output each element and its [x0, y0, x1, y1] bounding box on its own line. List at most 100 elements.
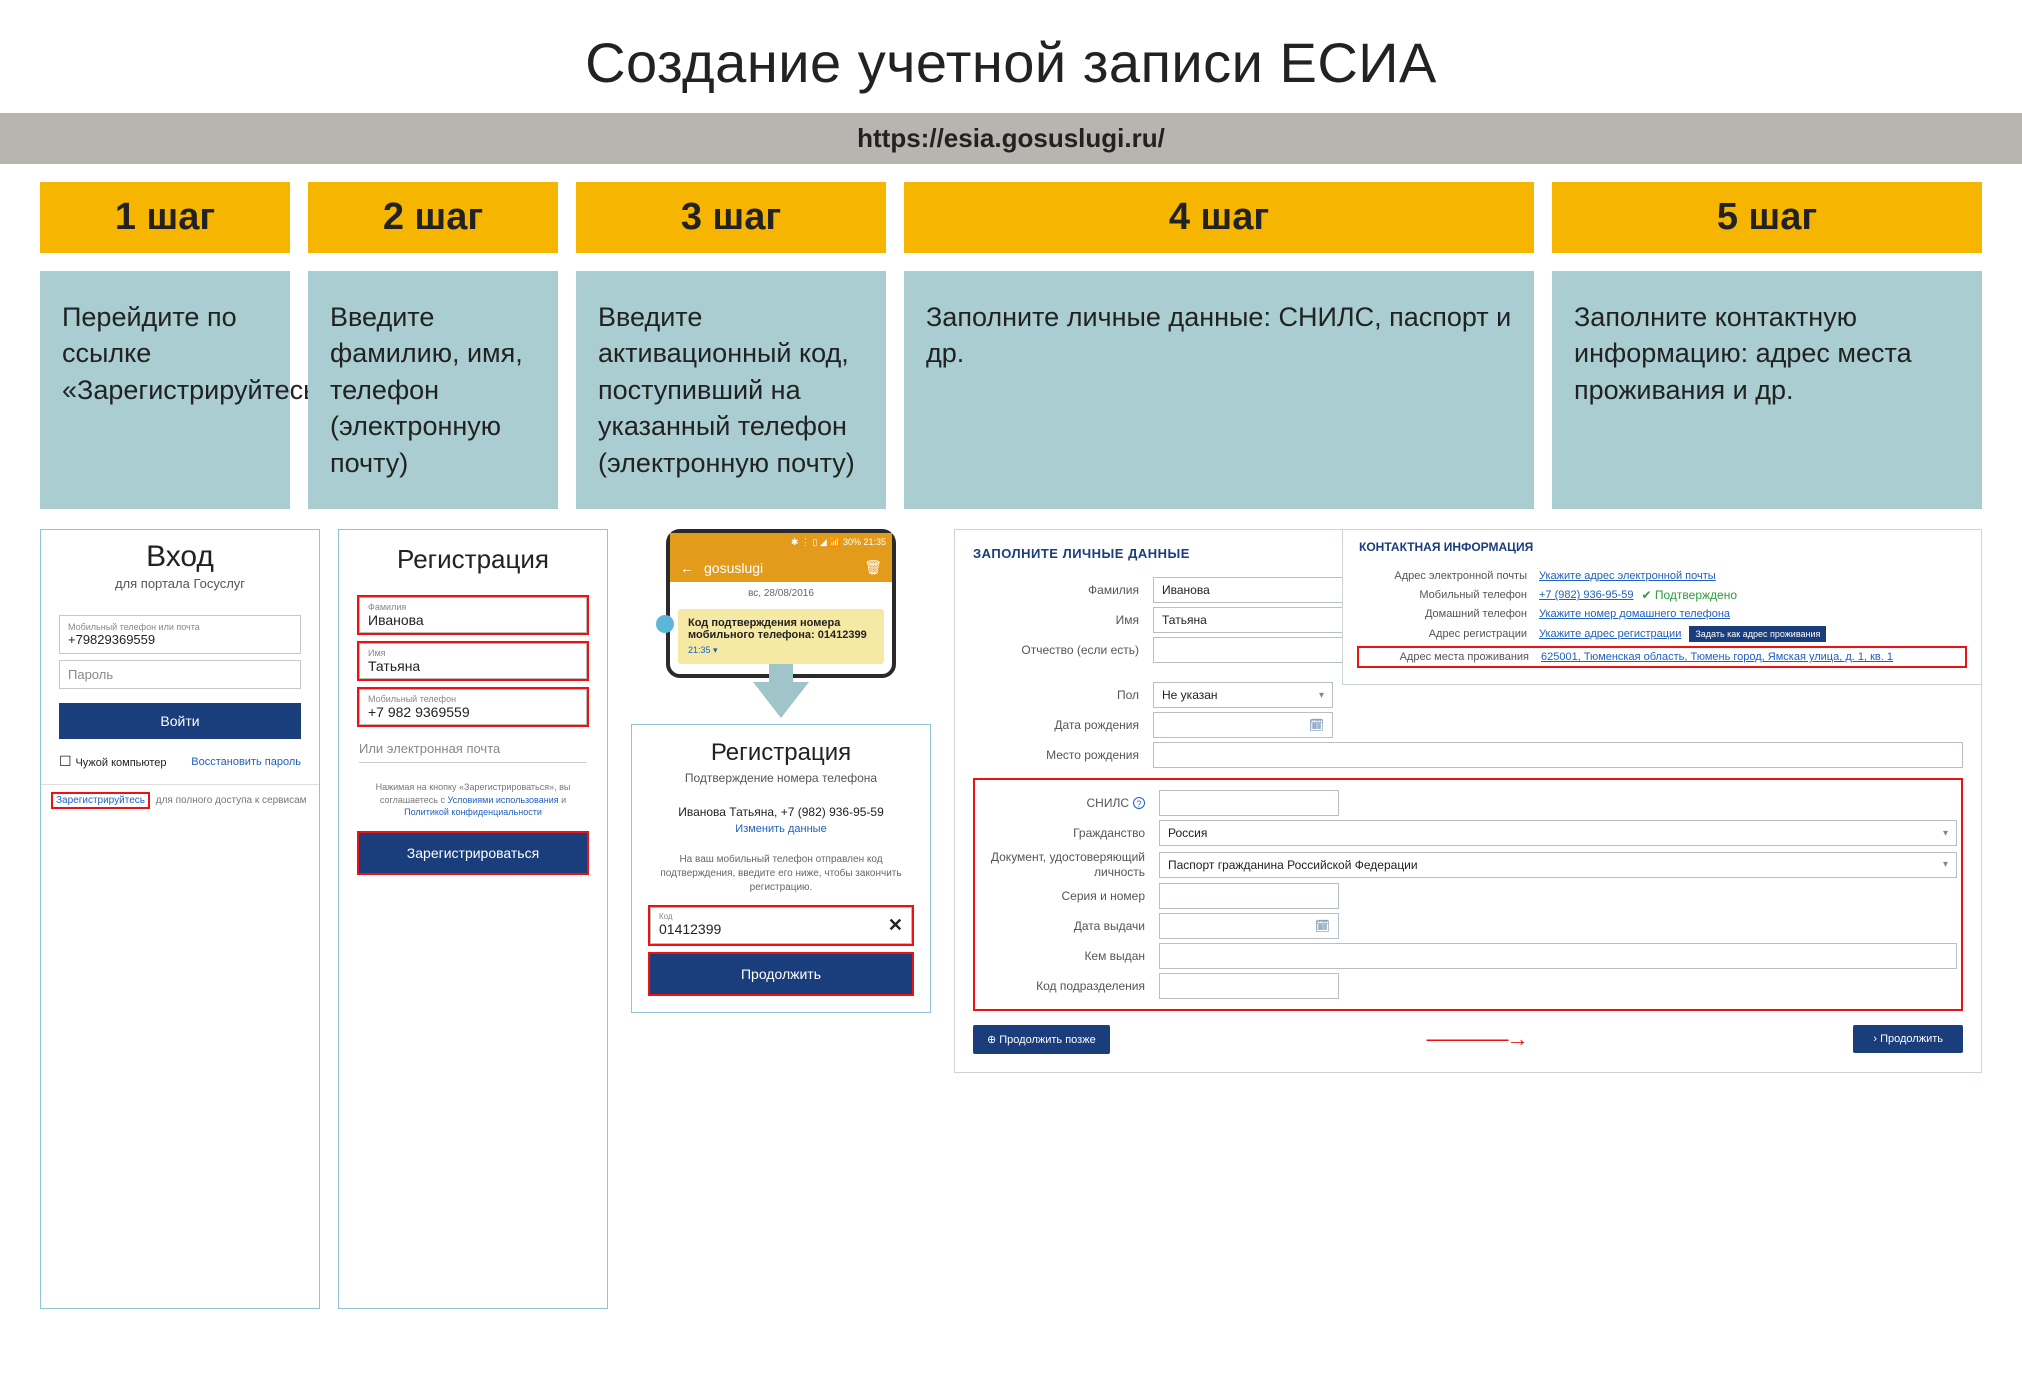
reg-alt-email[interactable]: Или электронная почта: [359, 735, 587, 763]
reg-phone-value: +7 982 9369559: [368, 704, 578, 720]
continue-button[interactable]: Продолжить: [650, 954, 912, 994]
sms-message: Код подтверждения номера мобильного теле…: [678, 609, 884, 664]
form-footer: ⊕ Продолжить позже ————→ › Продолжить: [973, 1025, 1963, 1054]
f-issue-date-input[interactable]: 🗓: [1159, 913, 1339, 939]
f-sex-select[interactable]: Не указан: [1153, 682, 1333, 708]
f-issued-by-input[interactable]: [1159, 943, 1957, 969]
reg-addr-link[interactable]: Укажите адрес регистрации: [1539, 628, 1681, 640]
terms-of-use-link[interactable]: Условиями использования: [447, 795, 558, 805]
f-serial-input[interactable]: [1159, 883, 1339, 909]
change-data-link[interactable]: Изменить данные: [650, 819, 912, 853]
f-doc-l: Документ, удостоверяющий личность: [979, 850, 1159, 879]
login-title: Вход: [41, 530, 319, 576]
desc-3: Введите активационный код, поступивший н…: [576, 271, 886, 509]
form-continue-button[interactable]: › Продолжить: [1853, 1025, 1963, 1053]
live-addr-label: Адрес места проживания: [1361, 651, 1541, 663]
reg-terms-mid: и: [559, 795, 567, 805]
contact-info-panel: КОНТАКТНАЯ ИНФОРМАЦИЯ Адрес электронной …: [1342, 529, 1982, 685]
email-label: Адрес электронной почты: [1359, 570, 1539, 582]
confirm-title: Регистрация: [650, 739, 912, 767]
confirm-panel: Регистрация Подтверждение номера телефон…: [631, 724, 931, 1013]
step-4-head: 4 шаг: [904, 182, 1534, 253]
f-serial-l: Серия и номер: [979, 889, 1159, 903]
code-value: 01412399: [659, 921, 721, 937]
calendar-icon[interactable]: 🗓: [1309, 718, 1324, 732]
reg-phone-input[interactable]: Мобильный телефон +7 982 9369559: [359, 689, 587, 725]
continue-later-button[interactable]: ⊕ Продолжить позже: [973, 1025, 1110, 1054]
mobile-label: Мобильный телефон: [1359, 589, 1539, 601]
step-1-head: 1 шаг: [40, 182, 290, 253]
arrow-down-icon: [753, 682, 809, 718]
step3-column: ✱ ⋮ ▯ ◢ 📶 30% 21:35 ← gosuslugi 🗑 вс, 28…: [626, 529, 936, 1309]
desc-row: Перейдите по ссылке «Зарегистрируйтесь..…: [0, 271, 2022, 509]
register-link[interactable]: Зарегистрируйтесь: [51, 792, 150, 809]
f-issue-date-l: Дата выдачи: [979, 919, 1159, 933]
f-dept-input[interactable]: [1159, 973, 1339, 999]
login-subtitle: для портала Госуслуг: [41, 576, 319, 609]
trash-icon[interactable]: 🗑: [864, 559, 882, 576]
reg-surname-input[interactable]: Фамилия Иванова: [359, 597, 587, 633]
red-arrow-icon: ————→: [1427, 1026, 1527, 1052]
reg-surname-label: Фамилия: [368, 602, 578, 612]
f-pob-l: Место рождения: [973, 748, 1153, 762]
page-title: Создание учетной записи ЕСИА: [0, 0, 2022, 113]
step-3-head: 3 шаг: [576, 182, 886, 253]
desc-2: Введите фамилию, имя, телефон (электронн…: [308, 271, 558, 509]
step-5-head: 5 шаг: [1552, 182, 1982, 253]
f-dob-input[interactable]: 🗓: [1153, 712, 1333, 738]
f-doc-select[interactable]: Паспорт гражданина Российской Федерации: [1159, 852, 1957, 878]
f-snils-l: СНИЛС?: [979, 796, 1159, 810]
home-phone-label: Домашний телефон: [1359, 608, 1539, 620]
verified-badge: Подтверждено: [1641, 588, 1737, 602]
reg-name-label: Имя: [368, 648, 578, 658]
login-password-input[interactable]: Пароль: [59, 660, 301, 689]
privacy-policy-link[interactable]: Политикой конфиденциальности: [404, 807, 542, 817]
url-bar: https://esia.gosuslugi.ru/: [0, 113, 2022, 164]
f-sex-l: Пол: [973, 688, 1153, 702]
confirm-subtitle: Подтверждение номера телефона: [650, 767, 912, 805]
register-tail: для полного доступа к сервисам: [153, 795, 307, 806]
confirm-name-line: Иванова Татьяна, +7 (982) 936-95-59: [650, 805, 912, 819]
login-footer: Зарегистрируйтесь для полного доступа к …: [41, 784, 319, 816]
f-dob-l: Дата рождения: [973, 718, 1153, 732]
sms-text: Код подтверждения номера мобильного теле…: [688, 617, 867, 641]
live-addr-link[interactable]: 625001, Тюменская область, Тюмень город,…: [1541, 651, 1893, 663]
documents-highlight-box: СНИЛС? ГражданствоРоссия Документ, удост…: [973, 778, 1963, 1011]
back-arrow-icon[interactable]: ←: [680, 560, 694, 576]
reg-name-input[interactable]: Имя Татьяна: [359, 643, 587, 679]
mobile-link[interactable]: +7 (982) 936-95-59: [1539, 589, 1633, 601]
restore-password-link[interactable]: Восстановить пароль: [191, 756, 301, 768]
f-patr-l: Отчество (если есть): [973, 643, 1153, 657]
f-surname-l: Фамилия: [973, 583, 1153, 597]
f-snils-input[interactable]: [1159, 790, 1339, 816]
login-panel: Вход для портала Госуслуг Мобильный теле…: [40, 529, 320, 1309]
screenshots-row: Вход для портала Госуслуг Мобильный теле…: [0, 529, 2022, 1309]
f-pob-input[interactable]: [1153, 742, 1963, 768]
login-phone-value: +79829369559: [68, 632, 292, 647]
set-as-living-badge[interactable]: Задать как адрес проживания: [1689, 626, 1826, 642]
reg-phone-label: Мобильный телефон: [368, 694, 578, 704]
f-citizen-select[interactable]: Россия: [1159, 820, 1957, 846]
calendar-icon[interactable]: 🗓: [1315, 919, 1330, 933]
steps-header-row: 1 шаг 2 шаг 3 шаг 4 шаг 5 шаг: [0, 182, 2022, 253]
phone-status-time: 21:35: [863, 537, 886, 547]
login-phone-input[interactable]: Мобильный телефон или почта +79829369559: [59, 615, 301, 654]
clear-icon[interactable]: ✕: [888, 915, 903, 936]
email-link[interactable]: Укажите адрес электронной почты: [1539, 570, 1716, 582]
phone-app-name: gosuslugi: [704, 560, 763, 576]
home-phone-link[interactable]: Укажите номер домашнего телефона: [1539, 608, 1730, 620]
code-input[interactable]: Код 01412399 ✕: [650, 907, 912, 944]
login-password-placeholder: Пароль: [68, 667, 292, 682]
foreign-pc-checkbox[interactable]: Чужой компьютер: [59, 753, 167, 770]
help-icon[interactable]: ?: [1133, 797, 1145, 809]
confirm-info: На ваш мобильный телефон отправлен код п…: [650, 853, 912, 907]
sms-date: вс, 28/08/2016: [670, 582, 892, 605]
register-button[interactable]: Зарегистрироваться: [359, 833, 587, 873]
login-button[interactable]: Войти: [59, 703, 301, 739]
phone-app-header: ← gosuslugi 🗑: [670, 553, 892, 582]
desc-5: Заполните контактную информацию: адрес м…: [1552, 271, 1982, 509]
phone-status-bar: ✱ ⋮ ▯ ◢ 📶 30% 21:35: [670, 533, 892, 553]
reg-addr-label: Адрес регистрации: [1359, 628, 1539, 640]
reg-terms: Нажимая на кнопку «Зарегистрироваться», …: [339, 773, 607, 827]
sms-time: 21:35 ▾: [688, 641, 874, 656]
